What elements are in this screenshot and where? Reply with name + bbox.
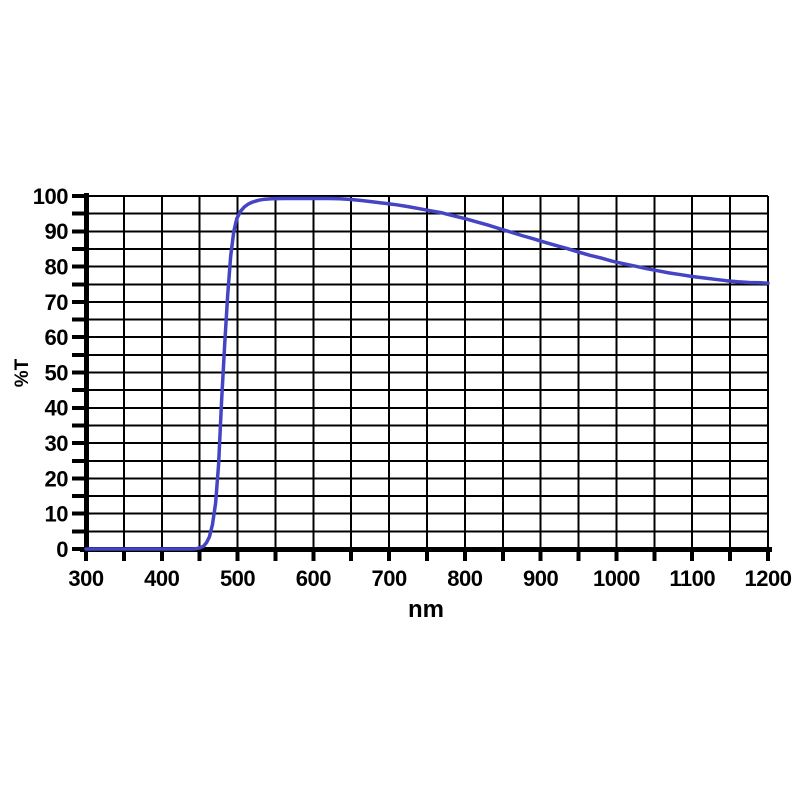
transmission-curve xyxy=(84,196,770,551)
y-axis-label: %T xyxy=(12,358,33,388)
x-tick-label: 1200 xyxy=(745,566,792,591)
grid xyxy=(85,195,769,550)
y-tick-label: 0 xyxy=(56,537,68,562)
x-tick-label: 1000 xyxy=(593,566,640,591)
x-tick-label: 800 xyxy=(447,566,482,591)
y-tick-label: 10 xyxy=(45,502,69,527)
x-tick-label: 300 xyxy=(68,566,103,591)
x-tick-label: 500 xyxy=(220,566,255,591)
tick-labels: 0 10 20 30 40 50 60 70 80 90 100 300 400 500 600 700 800… xyxy=(33,184,792,591)
y-tick-label: 90 xyxy=(45,219,69,244)
x-tick-label: 1100 xyxy=(669,566,715,591)
y-tick-label: 50 xyxy=(45,360,69,385)
ticks xyxy=(72,194,770,561)
y-tick-label: 30 xyxy=(45,431,69,456)
y-tick-label: 80 xyxy=(45,255,69,280)
y-tick-label: 70 xyxy=(45,290,69,315)
y-tick-label: 40 xyxy=(45,396,69,421)
y-tick-label: 60 xyxy=(45,325,69,350)
x-tick-label: 600 xyxy=(296,566,331,591)
x-axis-label: nm xyxy=(408,596,444,623)
x-tick-label: 900 xyxy=(523,566,558,591)
y-tick-label: 100 xyxy=(33,184,68,209)
y-tick-label: 20 xyxy=(45,466,69,491)
x-tick-label: 700 xyxy=(372,566,407,591)
x-tick-label: 400 xyxy=(144,566,179,591)
